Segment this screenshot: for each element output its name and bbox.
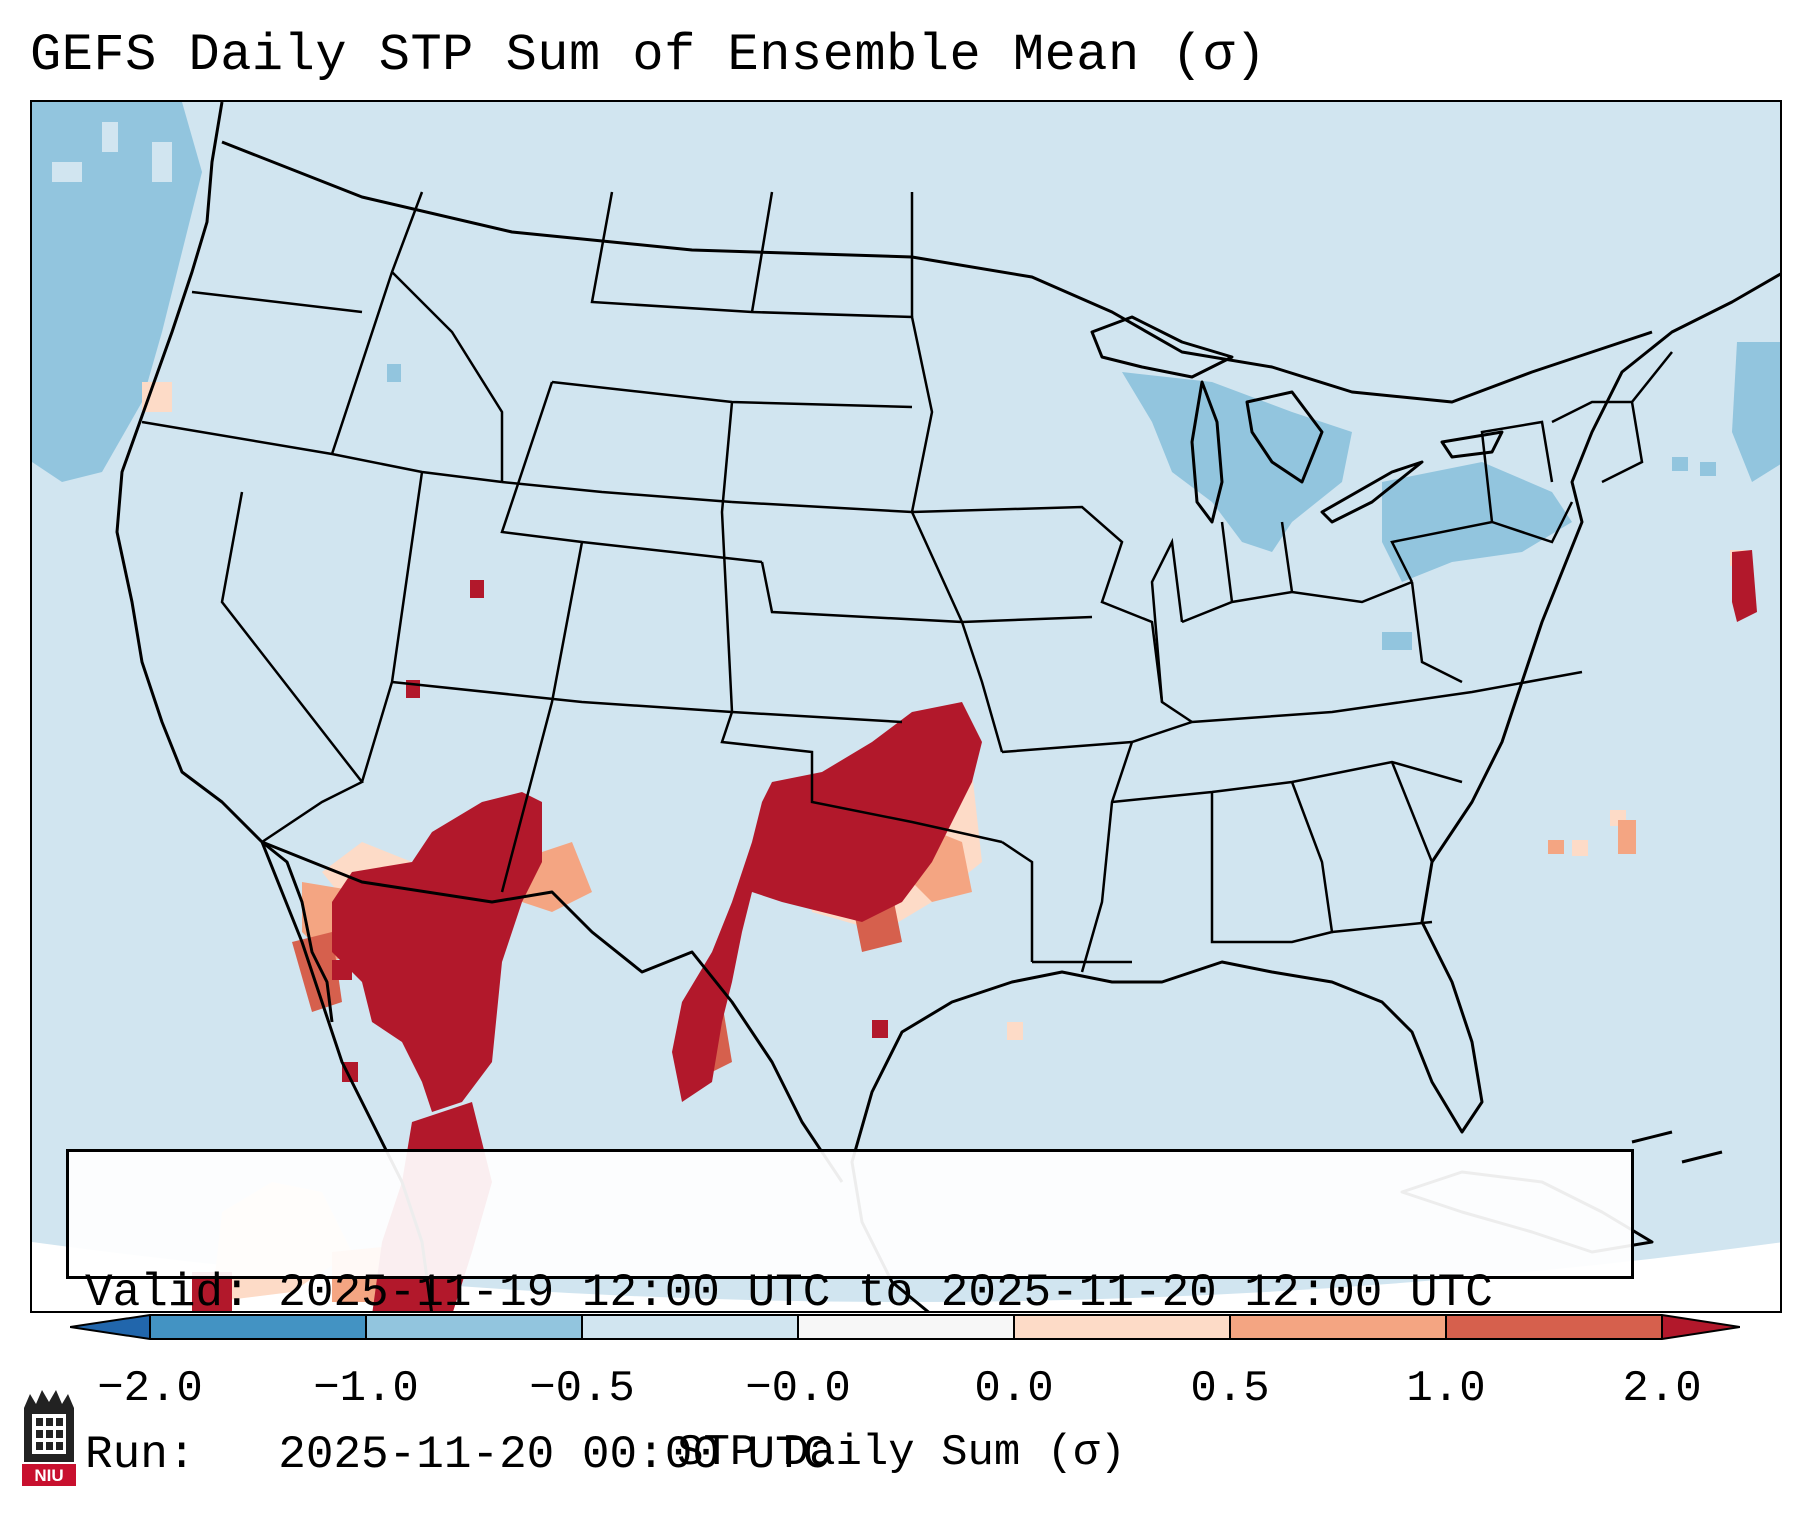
- colorbar-tick-label: 1.0: [1406, 1364, 1486, 1414]
- texas-coast-positive-cell: [872, 1020, 888, 1038]
- lake-erie: [1320, 460, 1424, 524]
- colorbar-bin-7: [1446, 1315, 1662, 1339]
- oregon-positive-cell: [142, 382, 172, 412]
- colorbar-bin-2: [366, 1315, 582, 1339]
- projection-edge: [32, 1242, 1780, 1311]
- map-panel: [30, 100, 1782, 1313]
- atlantic-positive: [1732, 550, 1757, 622]
- colorbar-tick-label: −0.5: [529, 1364, 635, 1414]
- run-time-text: Run: 2025-11-20 00:00 UTC: [85, 1429, 831, 1481]
- colorbar-tick-label: 2.0: [1622, 1364, 1702, 1414]
- logo-text: NIU: [34, 1466, 63, 1485]
- colorbar-tick-label: 0.0: [974, 1364, 1054, 1414]
- colorbar-label: STP Daily Sum (σ): [677, 1428, 1126, 1478]
- map-title: GEFS Daily STP Sum of Ensemble Mean (σ): [30, 26, 1267, 85]
- arizona-sonora-positive: [332, 792, 542, 1112]
- lake-ontario: [1440, 430, 1504, 459]
- colorbar-tick-label: −1.0: [313, 1364, 419, 1414]
- colorbar-bin-6: [1230, 1315, 1446, 1339]
- west-virginia-negative-cell: [1382, 632, 1412, 650]
- colorbar-extend-high: [1662, 1315, 1740, 1339]
- maine-offshore-negative: [1732, 342, 1780, 482]
- lake-huron: [1245, 390, 1324, 484]
- state-borders: [141, 191, 1673, 973]
- mexico-us-border: [261, 840, 844, 1183]
- colorbar-bin-5: [1014, 1315, 1230, 1339]
- colorbar: [70, 1314, 1740, 1340]
- colorado-positive-cell: [470, 580, 484, 598]
- great-lakes-negative: [1122, 372, 1352, 552]
- canada-us-border: [221, 140, 1653, 404]
- colorbar-tick-label: −0.0: [745, 1364, 851, 1414]
- northeast-negative: [1382, 462, 1572, 582]
- colorbar-extend-low: [70, 1315, 150, 1339]
- baja-coastline: [261, 840, 334, 1023]
- colorbar-bin-4: [798, 1315, 1014, 1339]
- valid-time-text: Valid: 2025-11-19 12:00 UTC to 2025-11-2…: [85, 1267, 1493, 1319]
- atlantic-negative-cell-2: [1700, 462, 1716, 476]
- niu-logo-icon: NIU: [22, 1390, 76, 1486]
- texas-oklahoma-positive: [672, 702, 982, 1102]
- negative-anomalies: [32, 102, 1780, 650]
- atlantic-negative-cell: [1672, 457, 1688, 471]
- negative-anomalies-light: [52, 122, 172, 182]
- map-canvas: [32, 102, 1780, 1311]
- idaho-negative-cell: [387, 364, 401, 382]
- atlantic-coastline: [850, 272, 1780, 1311]
- pacific-coastline: [115, 102, 433, 1311]
- pacific-northwest-negative: [32, 102, 202, 482]
- colorbar-bin-3: [582, 1315, 798, 1339]
- lake-superior: [1090, 315, 1234, 379]
- colorbar-bin-1: [150, 1315, 366, 1339]
- validity-info-box: Valid: 2025-11-19 12:00 UTC to 2025-11-2…: [66, 1149, 1634, 1481]
- colorbar-tick-label: 0.5: [1190, 1364, 1270, 1414]
- colorbar-tick-label: −2.0: [97, 1364, 203, 1414]
- baja-positive-cell: [332, 960, 352, 980]
- lake-michigan: [1190, 380, 1224, 524]
